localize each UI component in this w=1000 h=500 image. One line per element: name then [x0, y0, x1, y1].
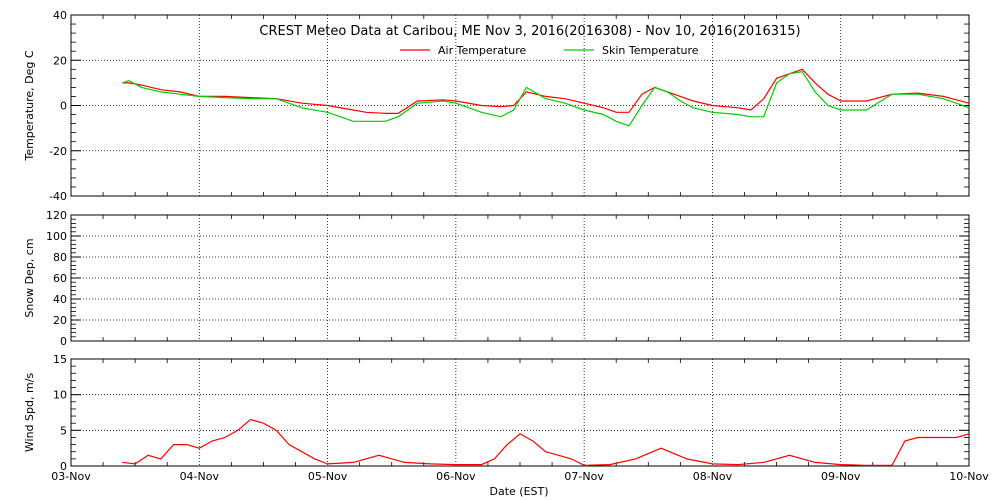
y-tick-label: 80	[53, 251, 67, 264]
y-tick-label: 5	[60, 424, 67, 437]
legend-label: Skin Temperature	[602, 44, 699, 57]
y-tick-label: 10	[53, 389, 67, 402]
x-tick-label: 05-Nov	[308, 470, 348, 483]
x-tick-label: 07-Nov	[564, 470, 604, 483]
y-tick-label: 60	[53, 272, 67, 285]
y-tick-label: 100	[46, 230, 67, 243]
legend-label: Air Temperature	[438, 44, 527, 57]
y-tick-label: 20	[53, 314, 67, 327]
panel-1: -40 -20 0 20 40 Temperature, Deg C	[23, 9, 970, 203]
y-tick-label: 15	[53, 353, 67, 366]
y-tick-label: 120	[46, 209, 67, 222]
series-line	[122, 70, 970, 127]
chart-title: CREST Meteo Data at Caribou, ME Nov 3, 2…	[259, 24, 800, 39]
panel-2: 0 20 40 60 80 100 120 Snow Dep, cm	[23, 209, 970, 348]
x-tick-label: 06-Nov	[436, 470, 476, 483]
y-axis-label: Snow Dep, cm	[23, 238, 36, 317]
x-tick-label: 03-Nov	[51, 470, 91, 483]
y-tick-label: -40	[49, 190, 67, 203]
legend: Air Temperature Skin Temperature	[400, 44, 699, 57]
y-tick-label: 20	[53, 54, 67, 67]
y-axis-label: Temperature, Deg C	[23, 50, 36, 161]
series-line	[122, 418, 970, 466]
y-tick-label: 0	[60, 100, 67, 113]
y-tick-label: 40	[53, 9, 67, 22]
plot-frame	[70, 358, 970, 467]
series-line	[122, 68, 970, 115]
x-axis-label: Date (EST)	[489, 485, 548, 498]
y-axis-label: Wind Spd, m/s	[23, 373, 36, 453]
y-tick-label: -20	[49, 145, 67, 158]
y-tick-label: 0	[60, 335, 67, 348]
panel-3: 0 5 10 15 Wind Spd, m/s	[23, 353, 970, 473]
x-tick-label: 08-Nov	[693, 470, 733, 483]
x-axis-ticks: 03-Nov 04-Nov 05-Nov 06-Nov 07-Nov 08-Nov 09-N…	[51, 470, 989, 483]
plot-frame	[70, 214, 970, 342]
y-tick-label: 40	[53, 293, 67, 306]
x-tick-label: 09-Nov	[821, 470, 861, 483]
panels: -40 -20 0 20 40 Temperature, Deg C 0 20 40 60 80 10…	[23, 9, 970, 473]
x-tick-label: 10-Nov	[949, 470, 989, 483]
x-tick-label: 04-Nov	[180, 470, 220, 483]
y-tick-label: 0	[60, 460, 67, 473]
plot-frame	[70, 14, 970, 197]
